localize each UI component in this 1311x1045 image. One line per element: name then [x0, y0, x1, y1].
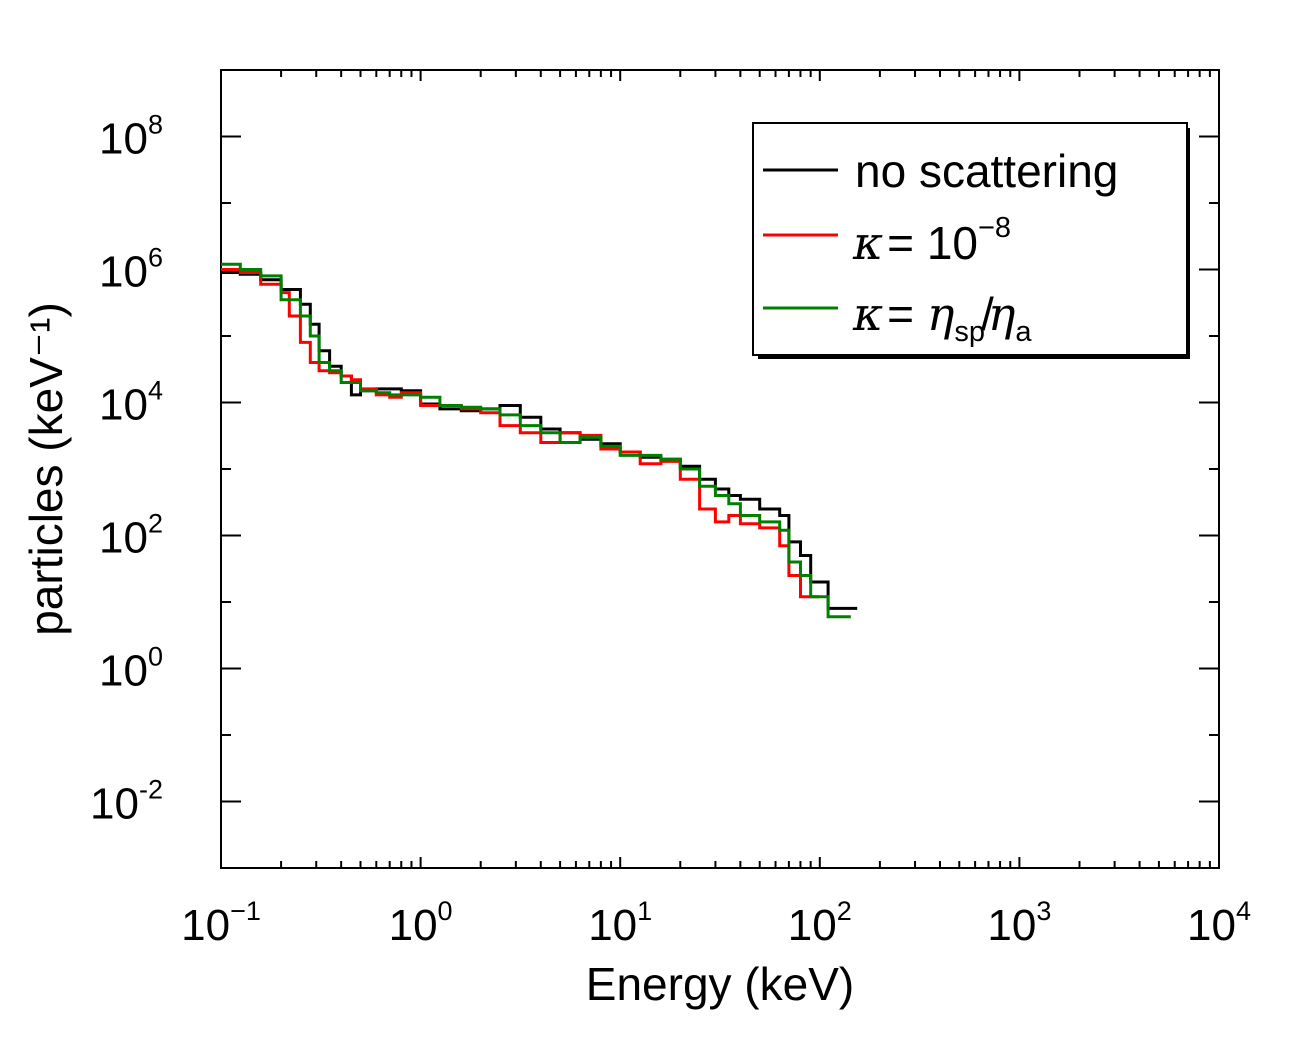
x-tick-label: 100	[389, 896, 453, 950]
x-tick-label: 103	[987, 896, 1051, 950]
tick-exponent: 2	[837, 896, 852, 926]
y-tick-label: 106	[99, 243, 163, 297]
x-tick-label: 104	[1187, 896, 1251, 950]
series-group	[221, 262, 858, 619]
y-tick-label: 104	[99, 376, 163, 430]
legend-box	[752, 122, 1188, 356]
tick-base: 10	[389, 901, 438, 950]
tick-exponent: 4	[148, 376, 163, 406]
x-tick-label: 101	[588, 896, 652, 950]
y-tick-label: 102	[99, 509, 163, 563]
kappa-symbol: κ	[852, 216, 883, 270]
tick-exponent: 8	[148, 110, 163, 140]
tick-exponent: 4	[1236, 896, 1251, 926]
tick-base: 10	[99, 647, 148, 696]
y-tick-label: 108	[99, 110, 163, 164]
axis-ticks	[220, 69, 1220, 869]
y-tick-label: 10-2	[90, 775, 163, 829]
tick-base: 10	[987, 901, 1036, 950]
equals-sign: =	[887, 288, 927, 340]
legend-label-kappa-1e-8: κ= 10−8	[852, 212, 1011, 270]
tick-exponent: 0	[438, 896, 453, 926]
x-axis-title: Energy (keV)	[586, 958, 854, 1010]
legend-label-kappa-eta-ratio: κ= ηsp/ηa	[852, 287, 1032, 348]
series-line-1	[221, 268, 819, 599]
tick-exponent: 2	[148, 509, 163, 539]
tick-exponent: 1	[637, 896, 652, 926]
tick-base: 10	[1187, 901, 1236, 950]
eta-sub-sp: sp	[954, 316, 985, 348]
tick-base: 10	[99, 514, 148, 563]
tick-base: 10	[99, 248, 148, 297]
x-tick-label: 10−1	[181, 896, 261, 950]
legend-label-no-scattering: no scattering	[855, 145, 1118, 197]
legend: no scattering κ= 10−8 κ= ηsp/ηa	[752, 122, 1190, 359]
kappa-symbol: κ	[852, 287, 883, 341]
tick-exponent: −1	[230, 896, 261, 926]
tick-base: 10	[90, 780, 139, 829]
x-tick-labels: 10−1 100 101 102 103 104	[181, 896, 1251, 950]
y-tick-label: 100	[99, 642, 163, 696]
eta-sub-a: a	[1015, 316, 1032, 348]
tick-base: 10	[181, 901, 230, 950]
fraction-slash: /	[981, 288, 994, 340]
kappa-equals-10: = 10	[887, 217, 978, 269]
tick-exponent: 0	[148, 642, 163, 672]
x-tick-label: 102	[788, 896, 852, 950]
tick-exponent: 6	[148, 243, 163, 273]
tick-exponent: 3	[1036, 896, 1051, 926]
y-axis-title: particles (keV⁻¹)	[20, 302, 72, 636]
eta-symbol: η	[927, 287, 955, 341]
tick-base: 10	[99, 115, 148, 164]
tick-base: 10	[788, 901, 837, 950]
eta-symbol: η	[988, 287, 1016, 341]
tick-exponent: -2	[139, 775, 163, 805]
tick-base: 10	[99, 381, 148, 430]
tick-base: 10	[588, 901, 637, 950]
kappa-exponent: −8	[978, 212, 1011, 244]
series-line-2	[221, 262, 851, 619]
series-line-0	[221, 271, 858, 610]
